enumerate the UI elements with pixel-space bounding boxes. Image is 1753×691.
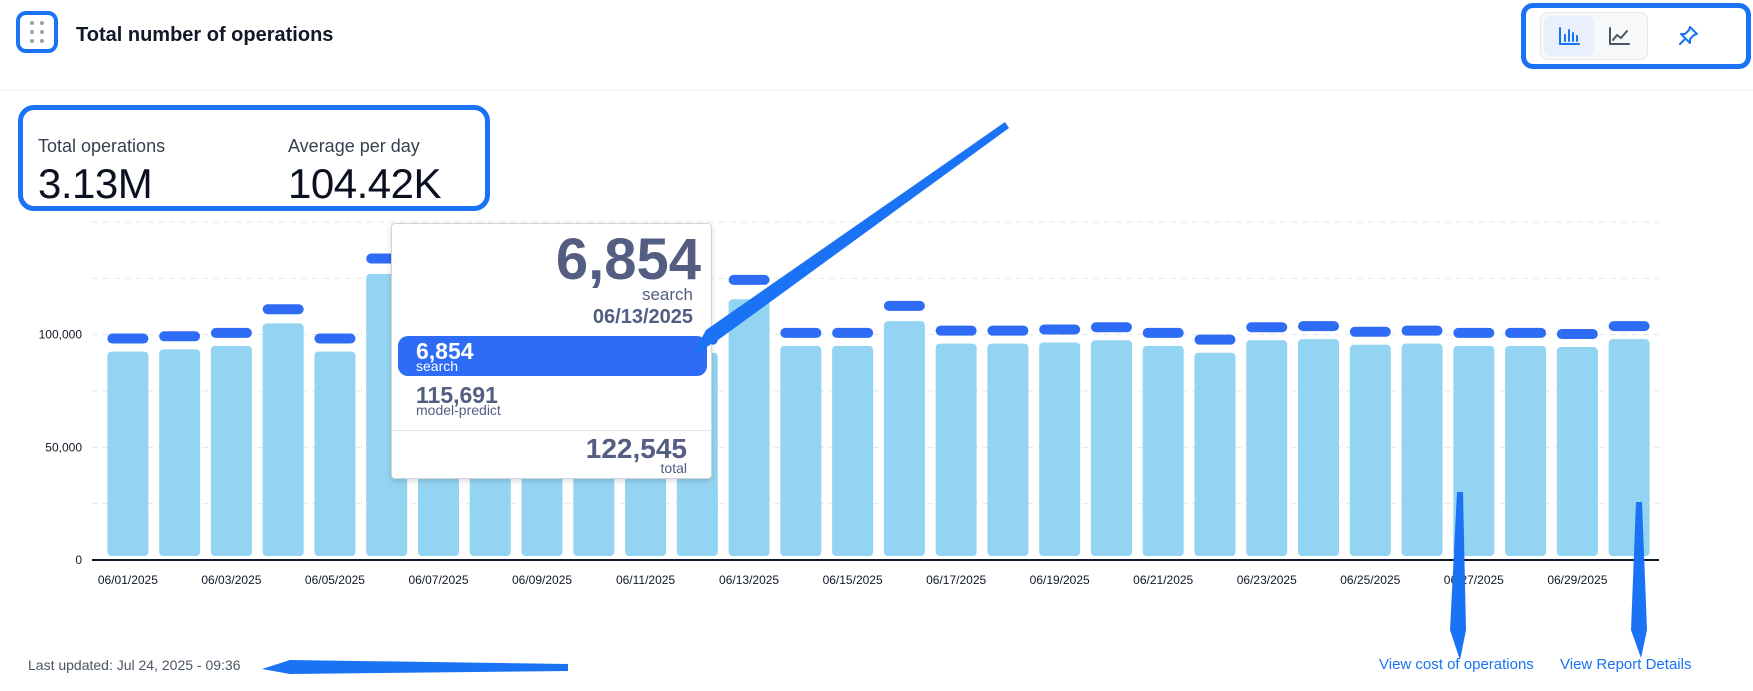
bar-search[interactable]: [1401, 325, 1443, 336]
page-title: Total number of operations: [76, 24, 334, 46]
x-tick-label: 06/11/2025: [616, 573, 675, 587]
x-tick-label: 06/29/2025: [1547, 573, 1607, 587]
pin-button[interactable]: [1663, 16, 1713, 56]
x-tick-label: 06/25/2025: [1340, 573, 1400, 587]
bar-search[interactable]: [1298, 321, 1340, 332]
bar-model-predict[interactable]: [883, 321, 925, 556]
bars: [107, 253, 1650, 556]
y-tick-label: 100,000: [39, 328, 83, 342]
tooltip-row-value: 115,691: [416, 382, 498, 408]
bar-search[interactable]: [883, 300, 925, 311]
tooltip-total-value: 122,545: [585, 433, 687, 464]
bar-model-predict[interactable]: [1453, 345, 1495, 556]
bar-search[interactable]: [1142, 327, 1184, 338]
bar-search[interactable]: [1194, 334, 1236, 345]
view-cost-link[interactable]: View cost of operations: [1379, 656, 1534, 673]
bar-model-predict[interactable]: [780, 345, 822, 556]
bar-model-predict[interactable]: [728, 299, 770, 556]
view-report-link[interactable]: View Report Details: [1560, 656, 1692, 673]
bar-search[interactable]: [1090, 322, 1132, 333]
line-chart-icon: [1609, 27, 1630, 45]
chart-type-toggle: [1540, 12, 1648, 60]
bar-model-predict[interactable]: [1401, 343, 1443, 556]
drag-handle[interactable]: [16, 11, 58, 53]
bar-model-predict[interactable]: [210, 345, 252, 556]
bar-model-predict[interactable]: [314, 351, 356, 556]
x-tick-label: 06/13/2025: [719, 573, 779, 587]
chart-tooltip: 6,854 search 06/13/2025 6,854 search 115…: [391, 223, 712, 479]
bar-model-predict[interactable]: [1349, 344, 1391, 556]
bar-model-predict[interactable]: [987, 343, 1029, 556]
bar-model-predict[interactable]: [832, 345, 874, 556]
bar-search[interactable]: [1608, 321, 1650, 332]
x-tick-label: 06/17/2025: [926, 573, 986, 587]
bar-search[interactable]: [832, 327, 874, 338]
bar-search[interactable]: [780, 327, 822, 338]
tooltip-divider: [392, 430, 711, 431]
x-tick-label: 06/01/2025: [98, 573, 158, 587]
bar-model-predict[interactable]: [1039, 342, 1081, 556]
bar-search[interactable]: [1349, 326, 1391, 337]
header-divider: [0, 90, 1753, 91]
tooltip-row-name: search: [416, 358, 459, 374]
x-tick-label: 06/23/2025: [1237, 573, 1297, 587]
total-operations-value: 3.13M: [38, 160, 153, 207]
bar-model-predict[interactable]: [1142, 345, 1184, 556]
average-per-day-label: Average per day: [288, 136, 420, 156]
bar-search[interactable]: [159, 331, 201, 342]
tooltip-headline-series: search: [641, 285, 693, 304]
bar-model-predict[interactable]: [1194, 352, 1236, 556]
bar-search[interactable]: [314, 333, 356, 344]
x-tick-label: 06/09/2025: [512, 573, 572, 587]
line-chart-button[interactable]: [1594, 16, 1644, 56]
x-tick-label: 06/03/2025: [201, 573, 261, 587]
y-tick-label: 50,000: [45, 440, 82, 454]
x-tick-label: 06/27/2025: [1444, 573, 1504, 587]
total-operations-label: Total operations: [38, 136, 166, 156]
bar-search[interactable]: [107, 333, 149, 344]
x-tick-label: 06/15/2025: [823, 573, 883, 587]
tooltip-total-label: total: [660, 460, 687, 476]
bar-search[interactable]: [1505, 327, 1547, 338]
bar-search[interactable]: [935, 325, 977, 336]
bar-model-predict[interactable]: [107, 351, 149, 556]
bar-search[interactable]: [262, 304, 304, 315]
tooltip-row-name: model-predict: [416, 402, 501, 418]
x-tick-label: 06/21/2025: [1133, 573, 1193, 587]
bar-model-predict[interactable]: [1246, 340, 1288, 556]
last-updated-text: Last updated: Jul 24, 2025 - 09:36: [28, 657, 241, 673]
bar-search[interactable]: [987, 325, 1029, 336]
y-tick-label: 0: [75, 553, 82, 567]
bar-search[interactable]: [1556, 329, 1598, 340]
x-tick-label: 06/05/2025: [305, 573, 365, 587]
bar-chart-button[interactable]: [1544, 16, 1594, 56]
bar-chart-icon: [1559, 27, 1580, 45]
x-tick-label: 06/07/2025: [408, 573, 468, 587]
bar-model-predict[interactable]: [1556, 347, 1598, 556]
average-per-day-value: 104.42K: [288, 160, 441, 207]
chart-toolbar: [1521, 3, 1751, 69]
tooltip-date: 06/13/2025: [592, 306, 693, 328]
pin-icon: [1679, 26, 1698, 45]
bar-search[interactable]: [1453, 327, 1495, 338]
bar-model-predict[interactable]: [159, 349, 201, 556]
tooltip-row-value: 6,854: [416, 338, 474, 364]
bar-model-predict[interactable]: [1090, 340, 1132, 556]
tooltip-headline-value: 6,854: [555, 227, 701, 292]
drag-handle-icon: [30, 21, 44, 43]
x-tick-label: 06/19/2025: [1030, 573, 1090, 587]
bar-model-predict[interactable]: [935, 343, 977, 556]
kpi-summary: Total operations 3.13M Average per day 1…: [18, 105, 490, 211]
bar-model-predict[interactable]: [1505, 345, 1547, 556]
bar-search[interactable]: [1246, 322, 1288, 333]
bar-search[interactable]: [210, 327, 252, 338]
bar-search[interactable]: [1039, 324, 1081, 335]
bar-model-predict[interactable]: [1608, 339, 1650, 556]
bar-model-predict[interactable]: [1298, 339, 1340, 556]
axes: 06/01/2025 06/03/2025 06/05/2025 06/07/2025…: [39, 328, 1659, 587]
tooltip-highlight-row: [398, 336, 707, 376]
bar-model-predict[interactable]: [262, 323, 304, 556]
bar-search[interactable]: [728, 274, 770, 285]
